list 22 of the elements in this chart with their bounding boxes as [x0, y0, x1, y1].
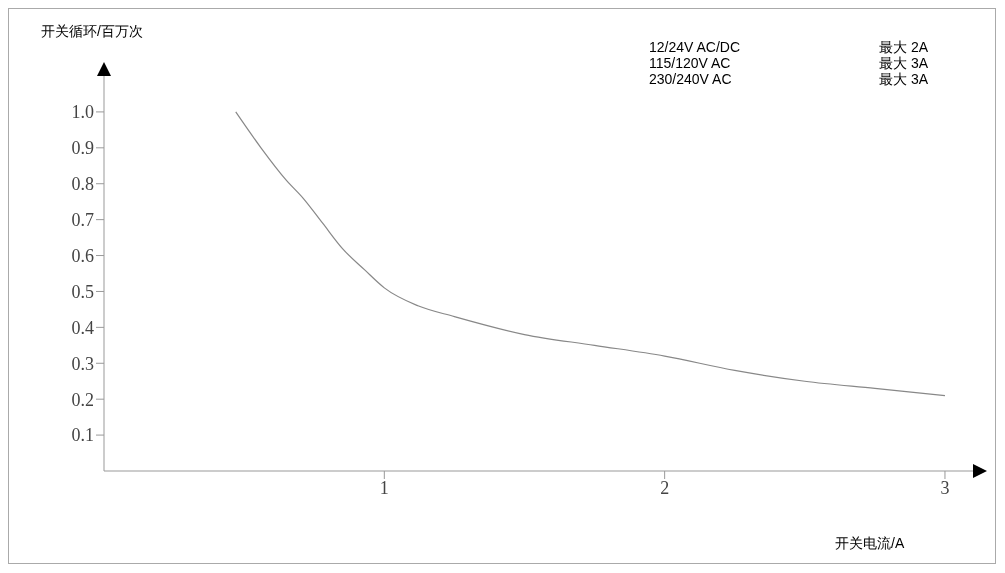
y-axis-title: 开关循环/百万次	[41, 23, 143, 41]
y-tick-label: 1.0	[71, 102, 94, 123]
y-tick-label: 0.6	[71, 245, 94, 266]
y-tick-label: 0.3	[71, 353, 94, 374]
line-series	[235, 111, 946, 397]
y-tick-label: 0.1	[71, 425, 94, 446]
y-tick-label: 0.8	[71, 174, 94, 195]
text: 115/120V AC	[649, 55, 732, 71]
x-axis-title: 开关电流/A	[835, 535, 905, 553]
y-tick-label: 0.5	[71, 281, 94, 302]
annotation: 最大 3A	[879, 71, 929, 87]
x-tick-label: 2	[660, 477, 670, 498]
y-tick-label: 0.7	[71, 210, 94, 231]
y-tick-label: 0.9	[71, 138, 94, 159]
x-tick-label: 1	[379, 477, 389, 498]
y-tick-label: 0.2	[71, 389, 94, 410]
x-tick-label: 3	[940, 477, 950, 498]
text: 最大 2A	[879, 39, 929, 55]
text: 最大 3A	[879, 55, 929, 71]
y-tick-label: 0.4	[71, 317, 94, 338]
annotation: 230/240V AC	[649, 71, 733, 87]
text: 12/24V AC/DC	[649, 39, 742, 55]
